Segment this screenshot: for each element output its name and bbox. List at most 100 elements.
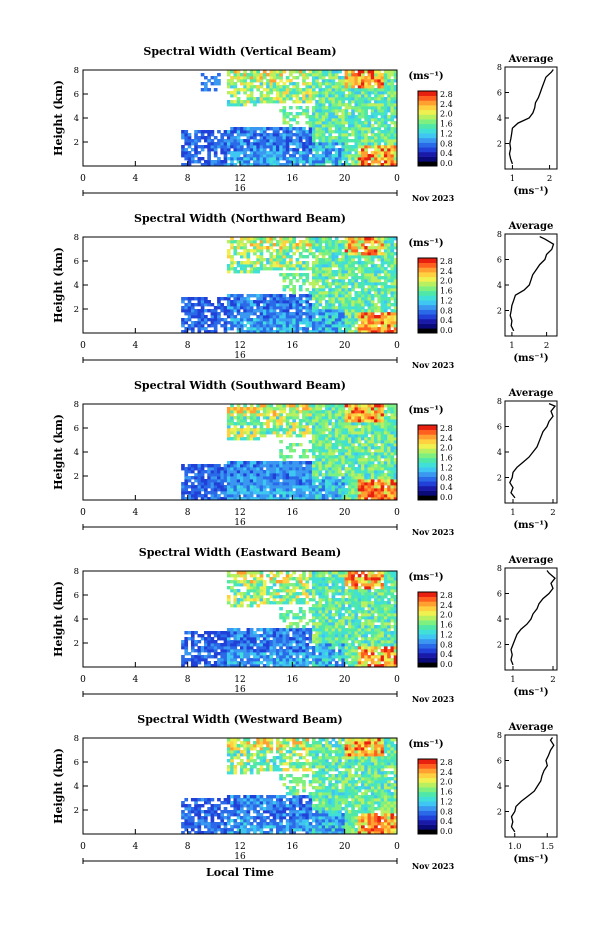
heatmap-cell	[249, 485, 254, 489]
heatmap-cell	[223, 655, 228, 659]
heatmap-cell	[240, 130, 244, 134]
heatmap-cell	[338, 437, 342, 441]
heatmap-cell	[347, 419, 352, 423]
heatmap-cell	[282, 163, 287, 167]
heatmap-cell	[249, 595, 254, 599]
heatmap-cell	[246, 85, 251, 89]
heatmap-cell	[302, 485, 306, 489]
heatmap-cell	[289, 79, 293, 83]
heatmap-cell	[354, 285, 359, 289]
heatmap-cell	[328, 458, 332, 462]
heatmap-cell	[387, 422, 391, 426]
heatmap-cell	[374, 288, 378, 292]
heatmap-cell	[259, 407, 264, 411]
heatmap-cell	[233, 583, 238, 587]
heatmap-cell	[354, 494, 359, 498]
heatmap-cell	[269, 419, 274, 423]
heatmap-cell	[279, 306, 283, 310]
heatmap-cell	[357, 330, 362, 334]
heatmap-cell	[295, 273, 300, 277]
heatmap-cell	[184, 476, 189, 480]
heatmap-cell	[377, 112, 382, 116]
heatmap-cell	[295, 279, 300, 283]
heatmap-cell	[351, 452, 355, 456]
heatmap-cell	[328, 446, 332, 450]
heatmap-cell	[331, 264, 336, 268]
heatmap-cell	[249, 249, 254, 253]
heatmap-cells	[181, 404, 398, 501]
heatmap-cell	[259, 261, 264, 265]
heatmap-cell	[305, 425, 310, 429]
heatmap-cell	[305, 148, 310, 152]
heatmap-cell	[256, 476, 261, 480]
heatmap-cell	[321, 115, 326, 119]
heatmap-cell	[393, 416, 398, 420]
heatmap-cell	[315, 70, 319, 74]
heatmap-cell	[390, 148, 395, 152]
heatmap-cell	[351, 94, 355, 98]
heatmap-cell	[233, 300, 238, 304]
heatmap-cell	[279, 297, 283, 301]
heatmap-cell	[351, 476, 355, 480]
average-y-tick-label: 6	[497, 256, 502, 265]
heatmap-cell	[295, 461, 300, 465]
heatmap-cell	[243, 404, 247, 408]
heatmap-cell	[370, 327, 375, 331]
heatmap-cell	[370, 324, 375, 328]
heatmap-cell	[233, 482, 238, 486]
heatmap-cell	[383, 452, 388, 456]
heatmap-cell	[311, 294, 316, 298]
heatmap-cell	[275, 70, 280, 74]
x-tick-label: 4	[132, 508, 138, 518]
heatmap-cell	[367, 303, 372, 307]
heatmap-cell	[351, 407, 355, 411]
heatmap-cell	[298, 157, 303, 161]
heatmap-cell	[390, 452, 395, 456]
heatmap-cell	[370, 312, 375, 316]
heatmap-cell	[364, 440, 368, 444]
heatmap-cell	[364, 115, 368, 119]
heatmap-cell	[315, 151, 319, 155]
heatmap-cell	[259, 434, 264, 438]
x-tick-label: 4	[132, 341, 138, 351]
heatmap-cell	[364, 97, 368, 101]
heatmap-cell	[217, 485, 221, 489]
heatmap-cell	[374, 434, 378, 438]
heatmap-cell	[361, 297, 365, 301]
heatmap-cell	[383, 321, 388, 325]
heatmap-cell	[259, 145, 264, 149]
heatmap-cell	[351, 443, 355, 447]
heatmap-cell	[230, 413, 234, 417]
heatmap-cell	[302, 416, 306, 420]
heatmap-cell	[393, 300, 398, 304]
heatmap-cell	[246, 100, 251, 104]
heatmap-cell	[207, 491, 211, 495]
heatmap-cell	[361, 243, 365, 247]
heatmap-cell	[321, 237, 326, 241]
heatmap-cell	[387, 407, 391, 411]
heatmap-cell	[325, 127, 329, 131]
heatmap-cell	[272, 482, 277, 486]
heatmap-cell	[380, 485, 385, 489]
heatmap-cell	[279, 312, 283, 316]
heatmap-cell	[269, 404, 274, 408]
heatmap-cell	[374, 279, 378, 283]
heatmap-cell	[390, 461, 395, 465]
heatmap-cell	[236, 145, 241, 149]
heatmap-cell	[347, 452, 352, 456]
heatmap-cell	[253, 467, 257, 471]
heatmap-cell	[387, 154, 391, 158]
heatmap-cell	[240, 664, 244, 668]
heatmap-cell	[374, 416, 378, 420]
heatmap-cell	[194, 151, 198, 155]
heatmap-cell	[220, 309, 225, 313]
heatmap-cell	[279, 145, 283, 149]
heatmap-cell	[377, 464, 382, 468]
colorbar-segment	[418, 443, 437, 449]
heatmap-cell	[266, 157, 270, 161]
heatmap-cell	[194, 136, 198, 140]
heatmap-cell	[295, 422, 300, 426]
heatmap-cell	[256, 237, 261, 241]
heatmap-cell	[246, 655, 251, 659]
heatmap-cell	[370, 315, 375, 319]
